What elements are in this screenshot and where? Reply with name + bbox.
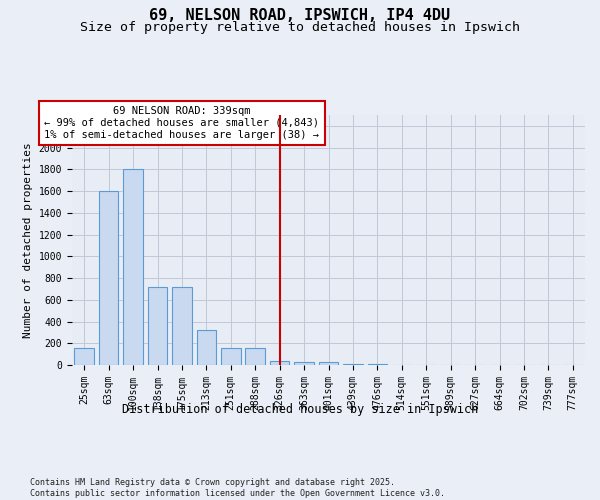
Bar	[368, 364, 387, 365]
Bar	[124, 170, 143, 365]
Bar	[148, 286, 167, 365]
Bar	[221, 348, 241, 365]
Bar	[294, 362, 314, 365]
Text: Distribution of detached houses by size in Ipswich: Distribution of detached houses by size …	[122, 402, 478, 415]
Bar	[172, 286, 192, 365]
Bar	[319, 362, 338, 365]
Bar	[74, 348, 94, 365]
Text: Contains HM Land Registry data © Crown copyright and database right 2025.
Contai: Contains HM Land Registry data © Crown c…	[30, 478, 445, 498]
Bar	[99, 191, 118, 365]
Bar	[245, 348, 265, 365]
Text: 69 NELSON ROAD: 339sqm
← 99% of detached houses are smaller (4,843)
1% of semi-d: 69 NELSON ROAD: 339sqm ← 99% of detached…	[44, 106, 319, 140]
Bar	[270, 360, 289, 365]
Bar	[343, 364, 362, 365]
Text: 69, NELSON ROAD, IPSWICH, IP4 4DU: 69, NELSON ROAD, IPSWICH, IP4 4DU	[149, 8, 451, 22]
Y-axis label: Number of detached properties: Number of detached properties	[23, 142, 33, 338]
Bar	[197, 330, 216, 365]
Text: Size of property relative to detached houses in Ipswich: Size of property relative to detached ho…	[80, 21, 520, 34]
